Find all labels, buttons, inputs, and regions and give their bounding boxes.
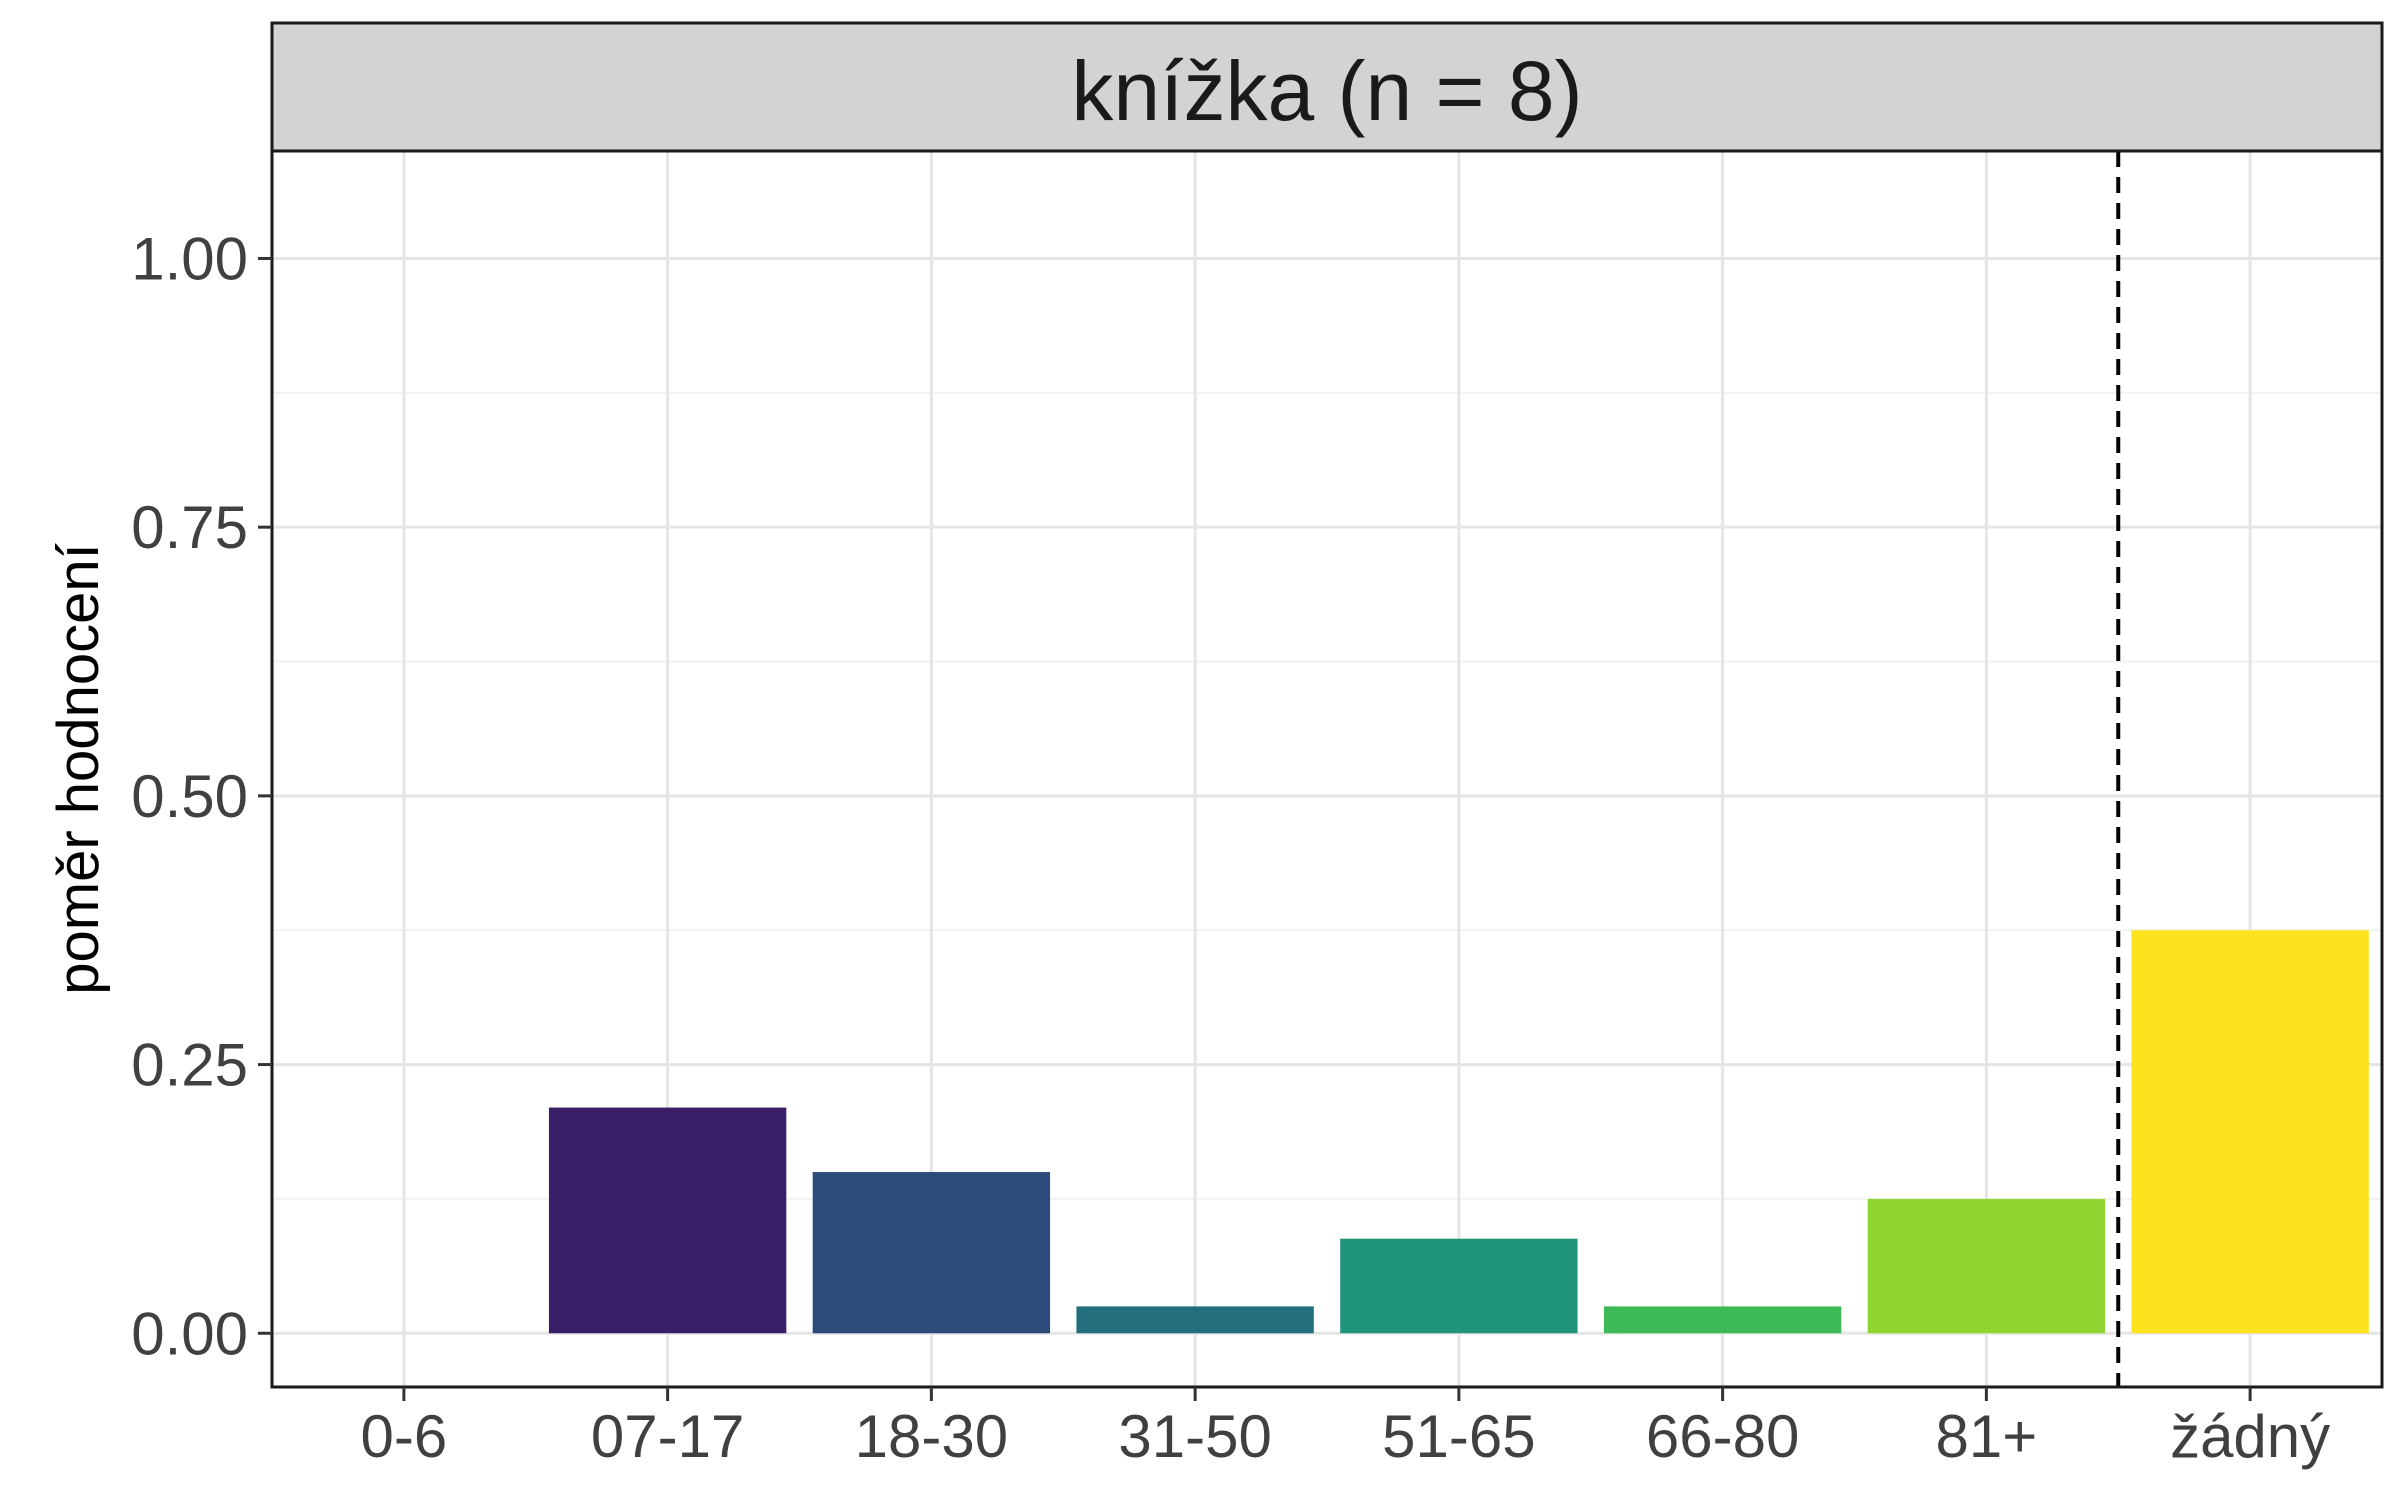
bar-18-30 <box>812 1172 1051 1334</box>
x-tick-label: 0-6 <box>361 1403 448 1470</box>
x-tick-label: žádný <box>2170 1403 2330 1470</box>
x-tick-label: 18-30 <box>855 1403 1008 1470</box>
x-tick-label: 51-65 <box>1382 1403 1535 1470</box>
bar-81+ <box>1867 1198 2106 1334</box>
y-tick-label: 0.25 <box>131 1032 248 1099</box>
x-tick-label: 31-50 <box>1118 1403 1271 1470</box>
y-axis-title: poměr hodnocení <box>46 543 111 994</box>
bar-66-80 <box>1603 1306 1842 1334</box>
bar-žádný <box>2131 930 2369 1334</box>
panel-border <box>270 149 2384 1389</box>
y-tick-label: 0.50 <box>131 763 248 830</box>
x-tick-label: 07-17 <box>591 1403 744 1470</box>
axes: 0.00 0.25 0.50 0.75 1.00 0-6 07-17 18-30 31-50 51… <box>131 225 2330 1470</box>
bar-31-50 <box>1076 1306 1314 1334</box>
bars <box>548 930 2369 1334</box>
facet-title: knížka (n = 8) <box>1071 44 1582 138</box>
bar-51-65 <box>1340 1238 1578 1334</box>
y-tick-label: 0.00 <box>131 1300 248 1367</box>
grid-lines <box>272 151 2382 1387</box>
bar-07-17 <box>548 1107 787 1334</box>
y-tick-label: 0.75 <box>131 494 248 561</box>
strip-background <box>270 21 2384 153</box>
y-tick-label: 1.00 <box>131 225 248 292</box>
x-tick-label: 81+ <box>1935 1403 2037 1470</box>
x-tick-label: 66-80 <box>1646 1403 1799 1470</box>
